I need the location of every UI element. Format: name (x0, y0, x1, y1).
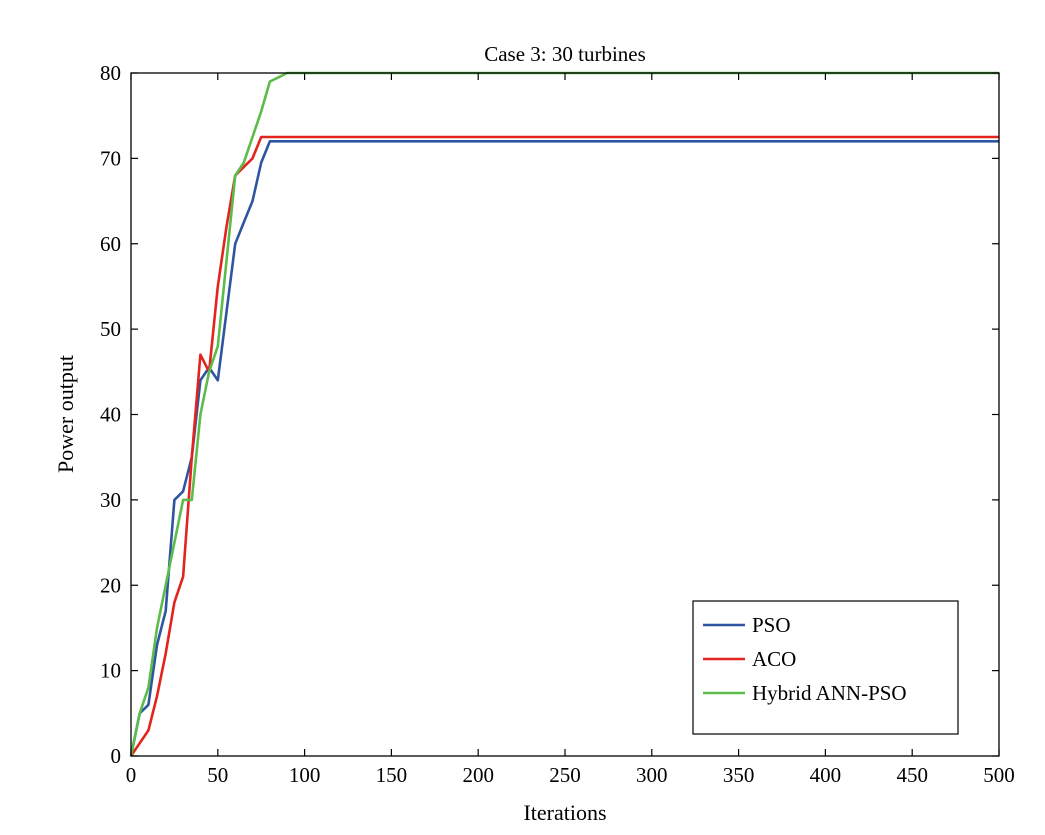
y-axis-title: Power output (53, 355, 78, 473)
x-tick-label: 50 (207, 763, 228, 787)
series-line-pso (129, 140, 999, 757)
legend-box (692, 600, 959, 735)
legend-label: ACO (752, 647, 796, 671)
axis-ticks: 0 50 100 150 200 250 300 350 400 450 500 0 10 20 30 40 5… (100, 61, 1015, 787)
y-tick-label: 10 (100, 659, 121, 683)
series-line-hybrid-ann-pso (129, 71, 999, 757)
y-tick-label: 20 (100, 573, 121, 597)
x-tick-label: 450 (896, 763, 928, 787)
y-tick-label: 0 (111, 744, 122, 768)
x-tick-label: 200 (462, 763, 494, 787)
x-tick-label: 300 (636, 763, 668, 787)
x-tick-label: 400 (810, 763, 842, 787)
legend-label: Hybrid ANN-PSO (752, 681, 907, 705)
x-axis-title: Iterations (523, 800, 606, 825)
y-tick-label: 80 (100, 61, 121, 85)
x-tick-label: 350 (723, 763, 755, 787)
y-tick-label: 60 (100, 232, 121, 256)
x-tick-label: 250 (549, 763, 581, 787)
x-tick-label: 0 (126, 763, 137, 787)
x-tick-label: 100 (289, 763, 321, 787)
series-layer (129, 71, 999, 757)
series-line-aco (129, 135, 999, 757)
legend-label: PSO (752, 613, 791, 637)
chart-title: Case 3: 30 turbines (484, 42, 646, 66)
x-tick-label: 500 (983, 763, 1015, 787)
legend: PSO ACO Hybrid ANN-PSO (692, 600, 959, 735)
y-tick-label: 40 (100, 403, 121, 427)
x-tick-label: 150 (376, 763, 408, 787)
y-tick-label: 30 (100, 488, 121, 512)
y-tick-label: 50 (100, 317, 121, 341)
y-tick-label: 70 (100, 146, 121, 170)
